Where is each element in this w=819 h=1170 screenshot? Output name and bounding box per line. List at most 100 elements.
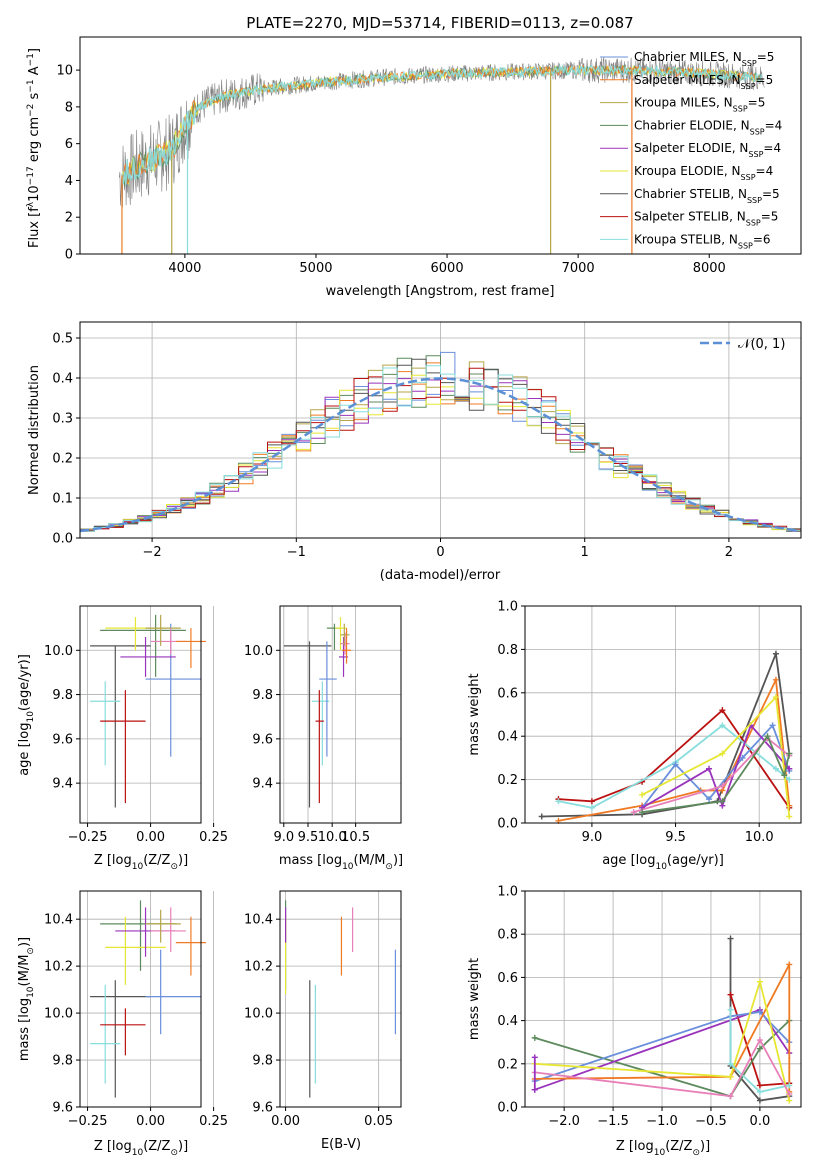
- y-tick-label: 9.8: [52, 1054, 73, 1069]
- y-tick-label: 9.6: [52, 732, 73, 747]
- axes-frame: [524, 605, 802, 824]
- mass-weight-marker: [706, 796, 712, 803]
- mass-weight-line-chabrier-stelib: [729, 938, 790, 1102]
- age-vs-metallicity-panel: −0.25 0.00 0.25 9.4 9.6 9.8 10.0 Z [log10(Z/Z⊙)…: [17, 605, 228, 872]
- figure-title: PLATE=2270, MJD=53714, FIBERID=0113, z=0…: [246, 14, 633, 32]
- x-tick-label: −0.25: [68, 830, 108, 845]
- y-tick-label: 9.8: [252, 1054, 273, 1069]
- mass-weight-marker: [531, 1086, 538, 1093]
- mass-vs-extinction-panel: 0.00 0.05 9.6 9.8 10.0 10.2 10.4 E(B-V): [244, 890, 402, 1152]
- axes-frame: [79, 890, 202, 1108]
- mass-weight-marker: [786, 1091, 793, 1098]
- mass-weight-marker: [727, 1006, 734, 1013]
- y-tick-label: 0.5: [52, 332, 73, 347]
- y-tick-label: 9.4: [252, 777, 273, 792]
- legend-entry: Chabrier MILES, NSSP=5: [634, 50, 774, 68]
- x-tick-label: 1: [581, 545, 589, 560]
- y-tick-label: 9.4: [52, 777, 73, 792]
- x-tick-label: 8000: [693, 261, 726, 276]
- y-tick-label: 0.2: [497, 773, 518, 788]
- mass-weight-line-salpeter-miles: [558, 676, 791, 822]
- mass-weight-marker: [588, 804, 595, 811]
- y-tick-label: 8: [65, 100, 73, 115]
- mass-weight-marker: [739, 754, 746, 761]
- mass-weight-marker: [786, 961, 793, 968]
- mass-weight-marker: [727, 1060, 734, 1067]
- mass-weight-marker: [531, 1034, 538, 1041]
- mass-weight-marker: [786, 765, 793, 772]
- axes-frame: [279, 605, 402, 824]
- y-tick-label: 0: [65, 248, 73, 263]
- y-tick-label: 0.2: [497, 1057, 518, 1072]
- x-axis-label: E(B-V): [321, 1137, 361, 1152]
- y-tick-label: 10.0: [44, 1007, 73, 1022]
- y-tick-label: 9.6: [252, 732, 273, 747]
- spectrum-panel: 4000 5000 6000 7000 8000 0 2 4 6 8 10 wavelength [A…: [26, 36, 802, 299]
- y-axis-label: mass [log10(M/M⊙)]: [17, 937, 36, 1061]
- y-tick-label: 6: [65, 137, 73, 152]
- mass-weight-marker: [769, 722, 776, 729]
- x-axis-label: (data-model)/error: [380, 568, 501, 583]
- x-tick-label: −0.25: [68, 1114, 108, 1129]
- y-tick-label: 9.8: [252, 688, 273, 703]
- mass-weight-marker: [555, 798, 562, 805]
- mass-weight-line-kroupa-stelib: [558, 724, 790, 809]
- x-tick-label: 0.00: [136, 830, 165, 845]
- y-tick-label: 10.4: [44, 913, 73, 928]
- mass-weight-marker: [764, 733, 771, 740]
- y-axis-label: mass weight: [467, 673, 482, 755]
- mass-weight-marker: [719, 722, 726, 729]
- y-tick-label: 4: [65, 174, 73, 189]
- mass-weight-line-kroupa-elodie: [534, 978, 791, 1101]
- y-tick-label: 0.2: [52, 452, 73, 467]
- y-tick-label: 10.0: [244, 644, 273, 659]
- mass-weight-marker: [672, 761, 679, 768]
- model-spectrum-kroupa-stelib: [121, 63, 763, 185]
- x-tick-label: 0.05: [364, 1114, 393, 1129]
- x-tick-label: 0.25: [199, 830, 228, 845]
- y-tick-label: 10.4: [244, 913, 273, 928]
- x-tick-label: 0.25: [199, 1114, 228, 1129]
- legend-entry: Kroupa ELODIE, NSSP=4: [634, 164, 773, 182]
- y-tick-label: 0.6: [497, 686, 518, 701]
- y-tick-label: 0.4: [497, 1014, 518, 1029]
- mass-weight-line-chabrier-miles: [534, 1011, 790, 1082]
- y-tick-label: 0.1: [52, 492, 73, 507]
- mass-weight-marker: [727, 1093, 734, 1100]
- legend-entry: Kroupa STELIB, NSSP=6: [634, 232, 771, 250]
- x-tick-label: 10.0: [745, 830, 774, 845]
- x-tick-label: 0: [436, 545, 444, 560]
- mass-weight-line-salpeter-miles: [534, 963, 791, 1092]
- mass-weight-marker: [786, 1097, 793, 1104]
- mass-weight-marker: [772, 676, 779, 683]
- axes-frame: [79, 605, 202, 824]
- x-tick-label: −0.5: [695, 1114, 727, 1129]
- mass-weight-marker: [786, 813, 793, 820]
- y-tick-label: 9.8: [52, 688, 73, 703]
- mass-weight-marker: [772, 694, 779, 701]
- y-axis-label: mass weight: [467, 958, 482, 1040]
- mass-weight-marker: [727, 991, 734, 998]
- y-tick-label: 0.6: [497, 971, 518, 986]
- mass-weight-line-kroupa-elodie: [641, 695, 791, 817]
- y-tick-label: 0.0: [52, 532, 73, 547]
- mass-weight-marker: [727, 1073, 734, 1080]
- legend-entry: Salpeter MILES, NSSP=5: [634, 73, 773, 91]
- x-tick-label: −2: [143, 545, 162, 560]
- mass-weight-marker: [786, 750, 793, 757]
- mass-weight-marker: [756, 1008, 763, 1015]
- x-tick-label: 9.5: [665, 830, 686, 845]
- mass-weight-marker: [719, 707, 726, 714]
- x-tick-label: 0.00: [136, 1114, 165, 1129]
- x-tick-label: 10.5: [341, 830, 370, 845]
- y-axis-label: Flux [fλ10−17 erg cm−2 s−1 A−1]: [26, 48, 42, 248]
- y-tick-label: 1.0: [497, 600, 518, 615]
- x-tick-label: 9.0: [582, 830, 603, 845]
- x-tick-label: 5000: [299, 261, 332, 276]
- mass-weight-marker: [639, 809, 646, 816]
- y-axis-label: Normed distribution: [27, 365, 42, 495]
- mass-weight-marker: [786, 1082, 793, 1089]
- mass-weight-marker: [756, 1082, 763, 1089]
